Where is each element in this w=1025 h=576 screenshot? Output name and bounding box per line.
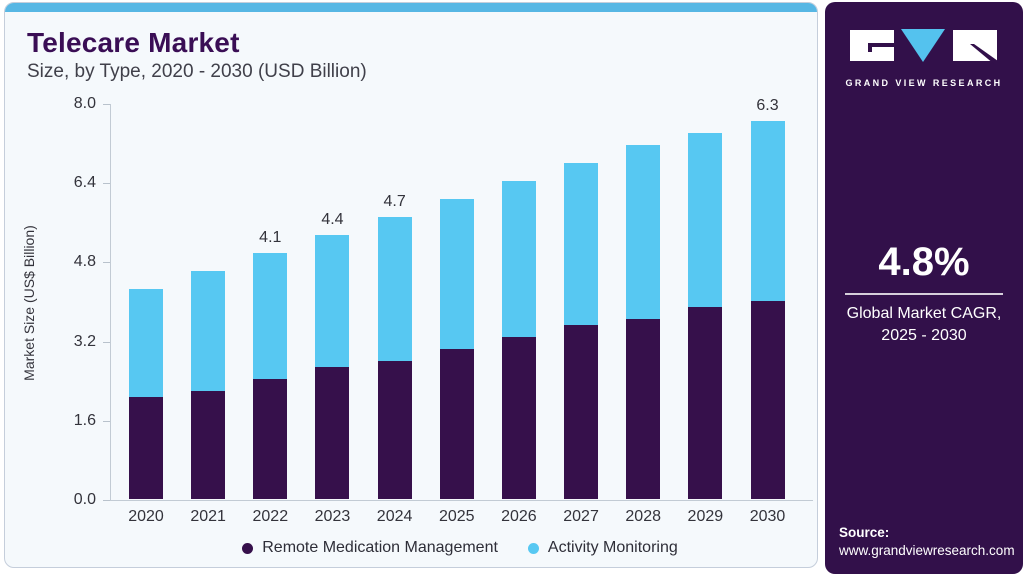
y-axis-line [110,104,111,501]
activity-monitoring-legend-dot-icon [527,542,539,554]
bar-segment-activity-2022 [253,253,288,379]
bar-segment-remote-2025 [439,349,474,499]
x-axis-label-2025: 2025 [438,508,475,525]
bar-value-label-2023: 4.4 [321,211,344,228]
source-url: www.grandviewresearch.com [839,543,1015,558]
chart-card: Telecare Market Size, by Type, 2020 - 20… [4,2,818,568]
bar-segment-activity-2025 [439,199,474,349]
x-axis-label-2030: 2030 [749,508,786,525]
x-axis-label-2023: 2023 [314,508,351,525]
source-label: Source: [839,525,890,540]
bar-segment-remote-2023 [315,367,350,499]
gvr-logo: GRAND VIEW RESEARCH [825,28,1023,88]
cagr-caption-line1: Global Market CAGR, [846,305,1002,322]
stacked-bar-2028 [626,145,661,499]
source-block: Source: www.grandviewresearch.com [839,525,1015,558]
x-axis-label-2029: 2029 [687,508,724,525]
bar-segment-activity-2020 [129,289,163,397]
chart-title: Telecare Market [27,27,240,58]
bar-segment-activity-2029 [688,133,723,307]
chart-subtitle: Size, by Type, 2020 - 2030 (USD Billion) [27,61,367,82]
stacked-bar-2023 [315,235,350,499]
top-accent-strip [5,3,817,12]
bar-value-label-2030: 6.3 [756,97,779,114]
bar-segment-remote-2020 [129,397,163,499]
legend-item-activity: Activity Monitoring [527,539,678,557]
bar-value-label-2022: 4.1 [259,229,282,246]
stacked-bar-2025 [439,199,474,499]
stacked-bar-2027 [564,163,599,499]
stacked-bar-2021 [191,271,226,499]
bar-segment-activity-2030 [750,121,785,301]
bar-segment-activity-2026 [501,181,536,337]
stacked-bar-2024 [377,217,412,499]
bar-segment-activity-2027 [564,163,599,325]
brand-sidebar: GRAND VIEW RESEARCH 4.8% Global Market C… [825,2,1023,574]
legend-label-remote: Remote Medication Management [262,539,498,556]
x-axis-label-2022: 2022 [252,508,289,525]
bar-segment-remote-2024 [377,361,412,499]
y-axis-tick-label: 6.4 [73,174,96,192]
x-axis-label-2027: 2027 [563,508,599,525]
y-axis-tick-mark [103,500,110,501]
x-axis-label-2024: 2024 [376,508,413,525]
bar-segment-activity-2028 [626,145,661,319]
y-axis-tick-mark [103,262,110,264]
stacked-bar-2020 [129,289,163,499]
bar-segment-remote-2021 [191,391,226,499]
bar-segment-remote-2029 [688,307,723,499]
y-axis-tick-label: 8.0 [73,95,96,112]
plot-area: 0.0 1.6 3.2 4.8 6.4 8.0 2020 2021 4.1 2022 4.4 2023… [74,95,813,525]
bar-segment-activity-2023 [315,235,350,367]
y-axis-tick-mark [103,183,110,185]
cagr-divider [845,293,1003,295]
x-axis-label-2021: 2021 [190,508,226,525]
legend: Remote Medication Management Activity Mo… [110,539,810,557]
remote-medication-legend-dot-icon [242,542,254,554]
x-axis-label-2020: 2020 [128,508,164,525]
x-axis-label-2026: 2026 [501,508,537,525]
legend-item-remote: Remote Medication Management [242,539,498,557]
bar-segment-activity-2024 [377,217,412,361]
cagr-caption: Global Market CAGR, 2025 - 2030 [825,303,1023,347]
cagr-caption-line2: 2025 - 2030 [881,327,967,344]
cagr-value: 4.8% [878,240,970,284]
stacked-bar-2026 [501,181,536,499]
y-axis-title: Market Size (US$ Billion) [21,225,37,381]
bar-segment-remote-2026 [501,337,536,499]
bar-segment-activity-2021 [191,271,226,391]
bar-segment-remote-2030 [750,301,785,499]
cagr-block: 4.8% Global Market CAGR, 2025 - 2030 [825,240,1023,347]
bar-segment-remote-2022 [253,379,288,499]
y-axis-tick-label: 4.8 [73,253,96,271]
gvr-logo-icon [850,29,998,64]
brand-wordmark: GRAND VIEW RESEARCH [845,78,1003,88]
y-axis-tick-label: 3.2 [73,332,96,350]
y-axis-tick-mark [103,104,110,105]
y-axis-tick-mark [103,420,110,422]
y-axis-tick-label: 0.0 [73,491,96,508]
bar-segment-remote-2027 [564,325,599,499]
bar-value-label-2024: 4.7 [383,193,406,210]
x-axis-line [103,500,813,501]
x-axis-label-2028: 2028 [625,508,661,525]
y-axis-tick-mark [103,341,110,343]
stacked-bar-2022 [253,253,288,499]
bar-segment-remote-2028 [626,319,661,499]
y-axis-tick-label: 1.6 [73,411,96,429]
stacked-bar-2030 [750,121,785,499]
legend-label-activity: Activity Monitoring [547,539,678,556]
stacked-bar-2029 [688,133,723,499]
